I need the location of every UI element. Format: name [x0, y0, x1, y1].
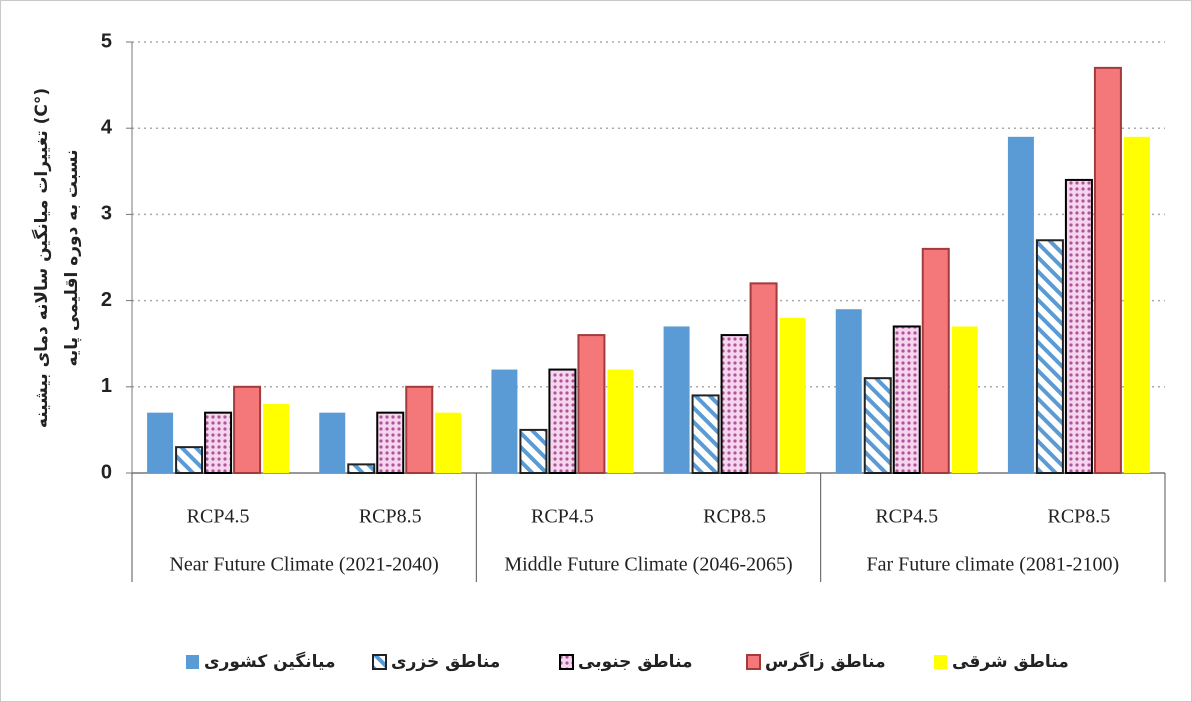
y-axis-label-line: (°C) تغییرات میانگین سالانه دمای بیشینه	[31, 88, 52, 428]
legend-label: مناطق خزری	[391, 652, 500, 672]
bar	[147, 412, 174, 473]
bar	[376, 411, 405, 475]
bar	[435, 412, 462, 473]
legend-swatch	[934, 655, 947, 669]
bar	[1007, 136, 1034, 473]
y-tick-label: 4	[101, 116, 113, 138]
y-axis-label: (°C) تغییرات میانگین سالانه دمای بیشینه ن…	[31, 88, 82, 428]
x-tick-label: RCP8.5	[359, 506, 422, 528]
bar	[263, 404, 290, 473]
bar	[951, 326, 978, 473]
bar	[175, 446, 204, 475]
legend-label: مناطق شرقی	[952, 652, 1069, 672]
bar	[779, 317, 806, 473]
y-tick-label: 2	[101, 289, 112, 311]
x-tick-label: RCP4.5	[531, 506, 594, 528]
x-tick-label: RCP4.5	[187, 506, 250, 528]
bar	[405, 385, 434, 474]
bar	[204, 411, 233, 475]
y-tick-label: 0	[101, 461, 112, 483]
bar	[577, 334, 606, 474]
legend-label: میانگین کشوری	[204, 651, 335, 672]
bar	[548, 368, 577, 474]
group-label: Near Future Climate (2021-2040)	[169, 554, 438, 576]
legend-swatch	[186, 655, 199, 669]
bar	[491, 369, 518, 473]
bar	[1064, 178, 1093, 474]
x-tick-label: RCP8.5	[1048, 506, 1111, 528]
bar	[892, 325, 921, 474]
bar	[1035, 239, 1064, 474]
bar	[1123, 136, 1150, 473]
x-tick-label: RCP4.5	[875, 506, 938, 528]
x-tick-label: RCP8.5	[703, 506, 766, 528]
bar	[921, 247, 950, 474]
bar	[347, 463, 376, 475]
bar	[691, 394, 720, 475]
bar	[233, 385, 262, 474]
bar	[607, 369, 634, 473]
bar	[663, 326, 690, 473]
bar	[519, 428, 548, 474]
bar	[835, 309, 862, 473]
bar	[749, 282, 778, 474]
legend-swatch	[559, 654, 574, 670]
bar	[720, 334, 749, 474]
legend-label: مناطق زاگرس	[765, 651, 886, 672]
y-tick-label: 1	[101, 375, 112, 397]
group-label: Far Future climate (2081-2100)	[866, 554, 1119, 576]
legend-swatch	[372, 654, 387, 670]
bar	[1093, 66, 1122, 475]
group-label: Middle Future Climate (2046-2065)	[504, 554, 792, 576]
legend-swatch	[746, 654, 761, 670]
y-axis-label-line: نسبت به دوره اقلیمی پایه	[62, 150, 82, 367]
bar	[863, 377, 892, 474]
bar	[319, 412, 346, 473]
y-tick-label: 3	[101, 203, 112, 225]
y-tick-label: 5	[101, 30, 112, 52]
legend-label: مناطق جنوبی	[578, 652, 693, 672]
